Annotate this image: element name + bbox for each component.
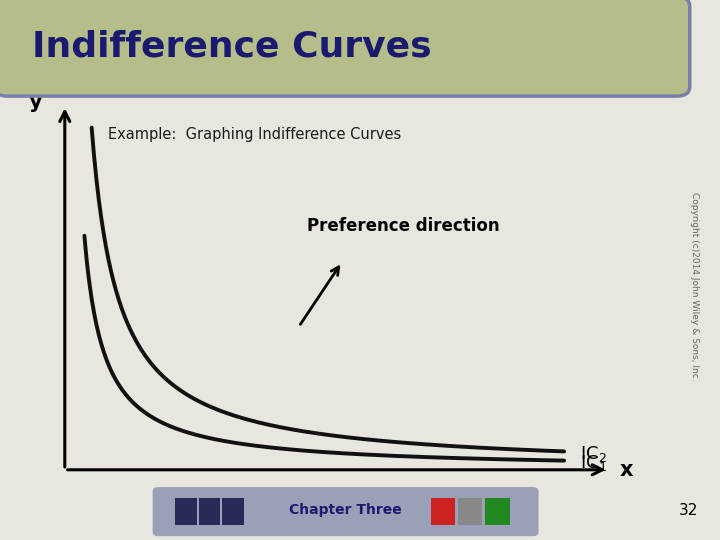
FancyBboxPatch shape [153, 487, 539, 536]
FancyBboxPatch shape [431, 498, 455, 525]
FancyBboxPatch shape [485, 498, 510, 525]
FancyBboxPatch shape [222, 498, 244, 525]
FancyBboxPatch shape [175, 498, 197, 525]
Text: Example:  Graphing Indifference Curves: Example: Graphing Indifference Curves [108, 127, 401, 142]
Text: IC$_2$: IC$_2$ [580, 444, 607, 464]
Text: 32: 32 [679, 503, 698, 518]
FancyBboxPatch shape [458, 498, 482, 525]
Text: Preference direction: Preference direction [307, 217, 500, 235]
Text: y: y [30, 91, 42, 112]
Text: x: x [619, 460, 633, 480]
FancyBboxPatch shape [0, 0, 690, 96]
Text: IC$_1$: IC$_1$ [580, 453, 607, 473]
FancyBboxPatch shape [199, 498, 220, 525]
Text: Chapter Three: Chapter Three [289, 503, 402, 517]
Text: Indifference Curves: Indifference Curves [32, 30, 432, 64]
Text: Copyright (c)2014 John Wiley & Sons, Inc.: Copyright (c)2014 John Wiley & Sons, Inc… [690, 192, 699, 381]
